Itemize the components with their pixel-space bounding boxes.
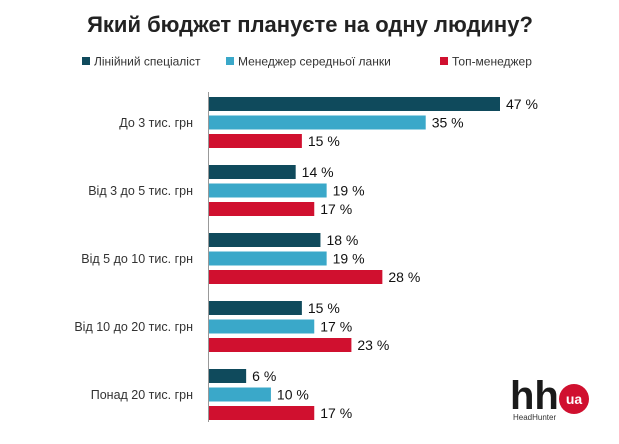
legend-swatch-1 — [226, 57, 234, 65]
value-label-1-2: 17 % — [320, 201, 352, 217]
category-label-4: Понад 20 тис. грн — [91, 388, 193, 402]
bar-1-0 — [209, 165, 296, 179]
bar-3-2 — [209, 338, 352, 352]
bar-2-0 — [209, 233, 321, 247]
bar-3-1 — [209, 319, 315, 334]
bar-0-2 — [209, 134, 302, 148]
bar-3-0 — [209, 301, 302, 315]
bar-4-0 — [209, 369, 247, 383]
value-label-1-1: 19 % — [333, 183, 365, 199]
bars — [209, 97, 500, 420]
bar-1-1 — [209, 183, 327, 198]
value-label-4-0: 6 % — [252, 368, 276, 384]
category-labels: До 3 тис. грн Від 3 до 5 тис. грн Від 5 до… — [74, 116, 193, 402]
bar-4-2 — [209, 406, 315, 420]
legend-label-0: Лінійний спеціаліст — [94, 55, 201, 69]
legend-swatch-0 — [82, 57, 90, 65]
legend-swatch-2 — [440, 57, 448, 65]
logo-main: hh — [510, 374, 559, 418]
bar-0-1 — [209, 115, 426, 130]
value-label-2-0: 18 % — [326, 232, 358, 248]
category-label-2: Від 5 до 10 тис. грн — [81, 252, 193, 266]
value-label-1-0: 14 % — [302, 164, 334, 180]
logo-badge — [559, 384, 589, 414]
category-label-3: Від 10 до 20 тис. грн — [74, 320, 193, 334]
legend-label-1: Менеджер середньої ланки — [238, 55, 391, 69]
value-label-0-2: 15 % — [308, 133, 340, 149]
value-label-0-1: 35 % — [432, 115, 464, 131]
value-label-0-0: 47 % — [506, 96, 538, 112]
value-label-3-2: 23 % — [357, 337, 389, 353]
value-label-3-1: 17 % — [320, 319, 352, 335]
category-label-1: Від 3 до 5 тис. грн — [88, 184, 193, 198]
value-labels: 47 % 35 % 15 % 14 % 19 % 17 % 18 % 19 % 28 % 15 %… — [252, 96, 538, 421]
value-label-2-1: 19 % — [333, 251, 365, 267]
legend: Лінійний спеціаліст Менеджер середньої ла… — [82, 55, 532, 69]
headhunter-logo: hh ua HeadHunter — [510, 374, 589, 422]
bar-4-1 — [209, 387, 271, 402]
logo-subtitle: HeadHunter — [513, 413, 556, 422]
bar-0-0 — [209, 97, 500, 111]
value-label-2-2: 28 % — [388, 269, 420, 285]
legend-label-2: Топ-менеджер — [452, 55, 532, 69]
value-label-3-0: 15 % — [308, 300, 340, 316]
bar-1-2 — [209, 202, 315, 216]
bar-2-1 — [209, 251, 327, 266]
value-label-4-2: 17 % — [320, 405, 352, 421]
logo-badge-text: ua — [566, 391, 583, 407]
value-label-4-1: 10 % — [277, 387, 309, 403]
category-label-0: До 3 тис. грн — [119, 116, 193, 130]
bar-2-2 — [209, 270, 383, 284]
chart-title: Який бюджет плануєте на одну людину? — [87, 12, 533, 37]
